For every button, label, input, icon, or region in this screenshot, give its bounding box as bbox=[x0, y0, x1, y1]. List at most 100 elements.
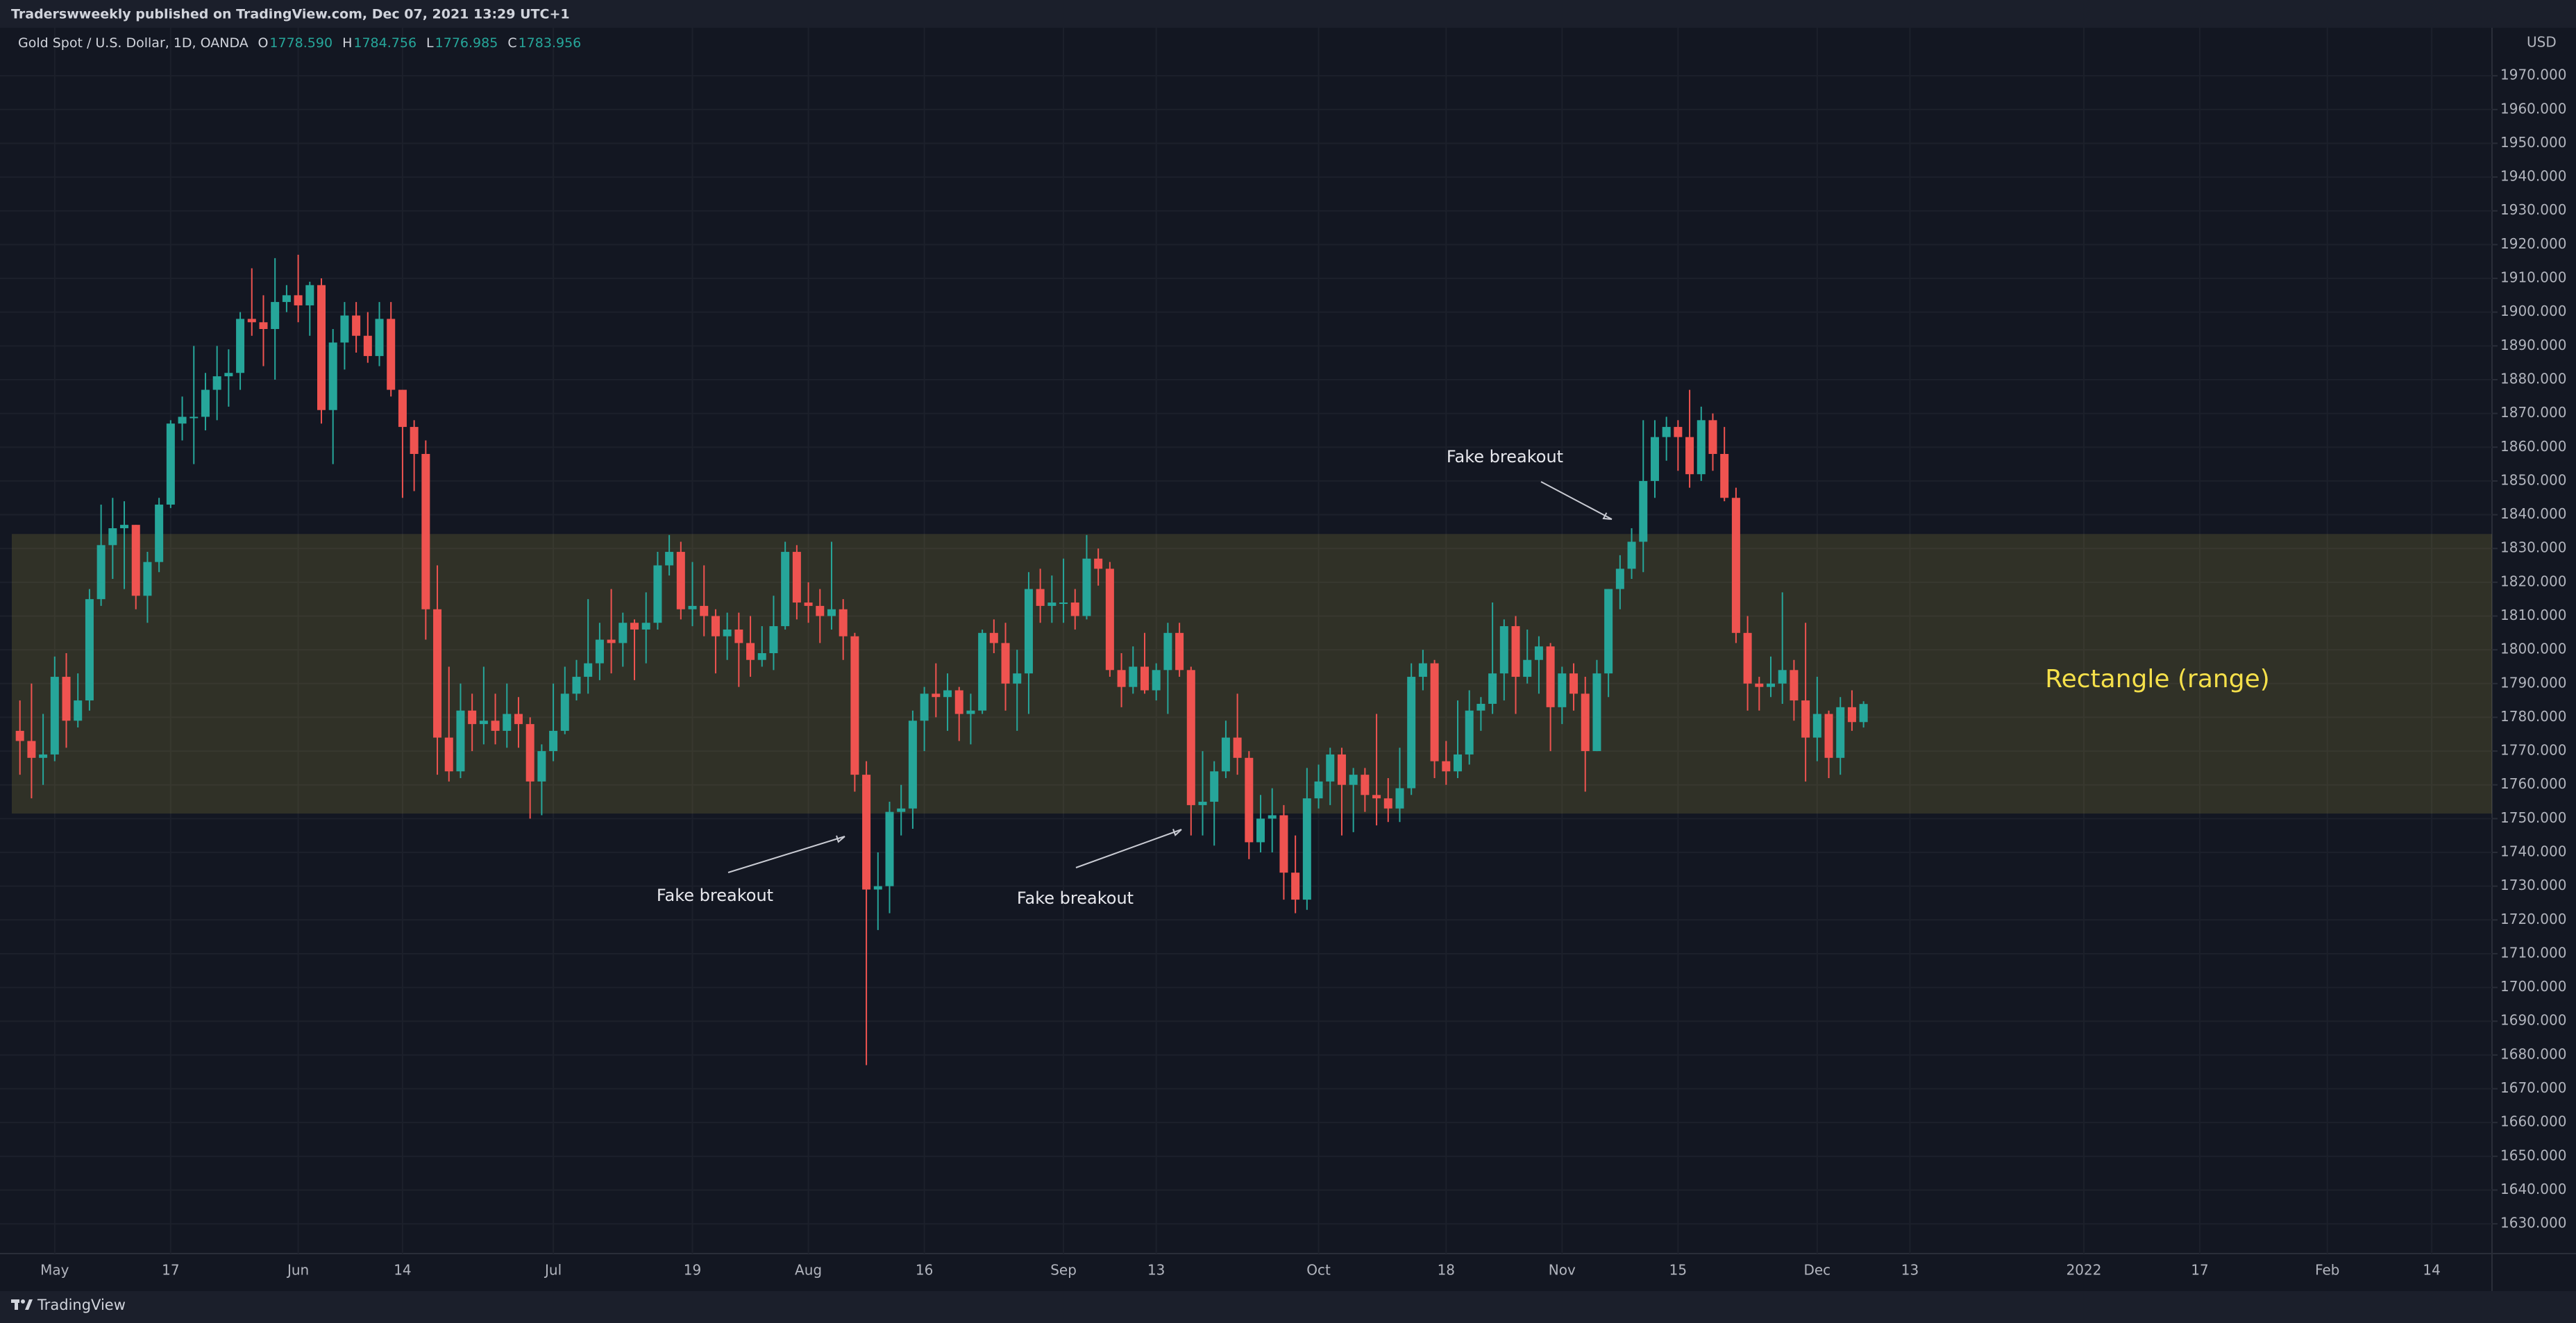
y-tick-label: 1960.000 bbox=[2500, 100, 2566, 117]
candle-body bbox=[1302, 798, 1311, 900]
candle-body bbox=[734, 629, 743, 643]
y-tick-label: 1890.000 bbox=[2500, 337, 2566, 353]
annotation-arrow bbox=[727, 836, 845, 873]
candle-body bbox=[1163, 632, 1172, 671]
x-tick-label: 17 bbox=[2191, 1262, 2208, 1279]
x-tick-label: 2022 bbox=[2066, 1262, 2102, 1279]
candle-body bbox=[1361, 775, 1370, 795]
candle-body bbox=[1708, 420, 1717, 454]
annotation: Fake breakout bbox=[1017, 888, 1134, 908]
candle-body bbox=[1418, 663, 1427, 677]
candle-body bbox=[676, 552, 685, 609]
candle-body bbox=[15, 730, 24, 741]
y-tick-label: 1700.000 bbox=[2500, 978, 2566, 995]
candle-body bbox=[989, 632, 998, 643]
candle-body bbox=[1569, 673, 1579, 694]
candle-body bbox=[247, 319, 256, 323]
y-tick-label: 1970.000 bbox=[2500, 67, 2566, 83]
candle-body bbox=[514, 714, 523, 725]
x-tick-label: 19 bbox=[684, 1262, 701, 1279]
candle-body bbox=[1105, 568, 1114, 671]
candle-body bbox=[328, 342, 337, 410]
candle-body bbox=[804, 602, 813, 606]
header-bar bbox=[0, 0, 2576, 28]
candle-body bbox=[1152, 670, 1161, 691]
candle-body bbox=[1279, 815, 1288, 873]
candle-body bbox=[641, 623, 650, 630]
candle-body bbox=[433, 609, 442, 738]
candle-body bbox=[1210, 771, 1219, 802]
candle-body bbox=[723, 629, 732, 637]
candle-body bbox=[1326, 754, 1335, 782]
candle-body bbox=[1383, 798, 1392, 809]
candle-body bbox=[1442, 761, 1451, 772]
candle-body bbox=[781, 552, 790, 627]
y-tick-label: 1750.000 bbox=[2500, 809, 2566, 826]
candle-body bbox=[1291, 873, 1300, 900]
x-tick-label: Dec bbox=[1803, 1262, 1830, 1279]
candle-body bbox=[271, 302, 280, 330]
candle-body bbox=[317, 285, 326, 410]
candle-body bbox=[700, 605, 709, 616]
candle-body bbox=[1268, 815, 1277, 819]
candle-body bbox=[1372, 795, 1381, 799]
y-tick-label: 1680.000 bbox=[2500, 1045, 2566, 1062]
annotation-arrow bbox=[1075, 829, 1182, 868]
candle-body bbox=[1824, 714, 1833, 758]
candle-body bbox=[1627, 541, 1636, 569]
candle-body bbox=[201, 389, 210, 417]
candle-body bbox=[1674, 427, 1683, 437]
legend-item: O bbox=[258, 35, 268, 51]
candle-body bbox=[294, 295, 303, 305]
candle-body bbox=[1036, 589, 1045, 606]
y-tick-label: 1740.000 bbox=[2500, 843, 2566, 860]
y-tick-label: 1690.000 bbox=[2500, 1012, 2566, 1029]
candle-body bbox=[1523, 659, 1532, 677]
candle-body bbox=[398, 389, 407, 428]
candle-body bbox=[1256, 818, 1265, 843]
candle-body bbox=[444, 737, 453, 772]
candle-body bbox=[1233, 737, 1242, 758]
y-tick-label: 1850.000 bbox=[2500, 471, 2566, 488]
candle-body bbox=[1662, 427, 1671, 437]
candle-body bbox=[1778, 670, 1787, 684]
candle-body bbox=[85, 599, 94, 701]
candle-body bbox=[503, 714, 512, 731]
candle-body bbox=[1465, 710, 1474, 755]
candle-body bbox=[1767, 683, 1776, 687]
candle-body bbox=[1245, 757, 1254, 843]
y-tick-label: 1930.000 bbox=[2500, 201, 2566, 218]
candle-body bbox=[1859, 704, 1868, 723]
candle-body bbox=[1615, 568, 1624, 589]
arrow-head bbox=[836, 835, 845, 843]
candle-body bbox=[711, 616, 720, 637]
candle-body bbox=[653, 565, 662, 623]
y-tick-label: 1760.000 bbox=[2500, 775, 2566, 792]
legend-item: 1776.985 bbox=[435, 35, 498, 51]
candle-body bbox=[166, 423, 175, 505]
legend-item: L bbox=[426, 35, 434, 51]
candle-body bbox=[352, 315, 361, 336]
candle-body bbox=[1534, 646, 1543, 660]
candle-body bbox=[1117, 670, 1126, 687]
candle-body bbox=[1453, 754, 1462, 772]
arrow-head bbox=[1172, 829, 1182, 836]
candle-body bbox=[1790, 670, 1799, 701]
candle-body bbox=[1847, 707, 1856, 723]
x-tick-label: 18 bbox=[1438, 1262, 1455, 1279]
candle-body bbox=[1047, 602, 1057, 606]
candle-body bbox=[1650, 437, 1659, 481]
y-tick-label: 1780.000 bbox=[2500, 708, 2566, 725]
annotation-arrow bbox=[1540, 481, 1613, 520]
x-tick-label: Aug bbox=[795, 1262, 822, 1279]
candle-body bbox=[1407, 677, 1416, 789]
candle-body bbox=[190, 416, 199, 419]
candle-body bbox=[1488, 673, 1497, 704]
x-tick-label: 16 bbox=[916, 1262, 933, 1279]
y-tick-label: 1720.000 bbox=[2500, 911, 2566, 927]
candle-body bbox=[584, 663, 593, 677]
x-tick-label: 17 bbox=[162, 1262, 179, 1279]
x-tick-label: 14 bbox=[394, 1262, 411, 1279]
candle-body bbox=[827, 609, 836, 616]
